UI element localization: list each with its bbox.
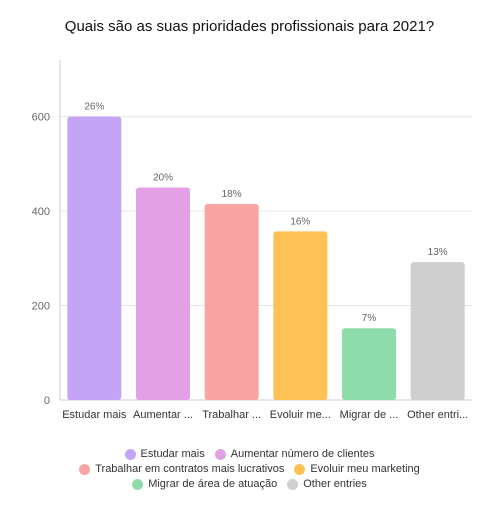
bars [67,116,465,401]
x-tick-label: Other entri... [407,409,468,421]
legend-label: Other entries [303,478,367,490]
data-label: 13% [428,247,448,258]
x-tick-label: Evoluir me... [270,409,331,421]
legend-swatch [287,478,299,490]
legend-row: Migrar de área de atuação Other entries [0,478,499,490]
legend-item[interactable]: Aumentar número de clientes [214,448,375,460]
bar[interactable] [67,116,122,401]
legend-swatch [124,448,136,460]
labels: 26% Estudar mais 20% Aumentar ... 18% Trabalh… [62,102,468,421]
legend-label: Estudar mais [140,448,205,460]
data-label: 26% [84,102,104,113]
gridlines [60,116,472,401]
legend-item[interactable]: Migrar de área de atuação [132,478,277,490]
legend-row: Trabalhar em contratos mais lucrativos Ev… [0,463,499,475]
legend-item[interactable]: Estudar mais [124,448,205,460]
legend-swatch [294,463,306,475]
data-label: 20% [153,173,173,184]
bar[interactable] [410,262,465,400]
legend-label: Evoluir meu marketing [310,463,420,475]
data-label: 7% [362,313,377,324]
y-tick-label: 0 [44,395,50,407]
legend-swatch [214,448,226,460]
legend-swatch [132,478,144,490]
legend-label: Trabalhar em contratos mais lucrativos [95,463,285,475]
x-tick-label: Migrar de ... [340,409,399,421]
x-tick-label: Estudar mais [62,409,127,421]
legend-label: Aumentar número de clientes [230,448,375,460]
legend-item[interactable]: Trabalhar em contratos mais lucrativos [79,463,284,475]
data-label: 16% [290,216,310,227]
legend-label: Migrar de área de atuação [148,478,278,490]
x-tick-label: Trabalhar ... [202,409,261,421]
x-tick-label: Aumentar ... [133,409,193,421]
bar[interactable] [342,328,396,400]
legend-swatch [79,463,91,475]
bar[interactable] [273,231,328,400]
legend-row: Estudar mais Aumentar número de clientes [0,448,499,460]
y-axis: 0 200 400 600 [32,60,61,407]
bar[interactable] [204,204,259,400]
legend: Estudar mais Aumentar número de clientes T… [0,448,499,490]
chart-title: Quais são as suas prioridades profission… [64,18,435,35]
y-tick-label: 400 [32,206,50,218]
legend-item[interactable]: Evoluir meu marketing [294,463,420,475]
bar-chart: 0 200 400 600 26% Estudar mais 20% Aumentar ..… [32,60,472,421]
legend-item[interactable]: Other entries [287,478,367,490]
data-label: 18% [222,189,242,200]
bar[interactable] [136,187,190,401]
y-tick-label: 200 [32,301,50,313]
y-tick-label: 600 [32,112,50,124]
